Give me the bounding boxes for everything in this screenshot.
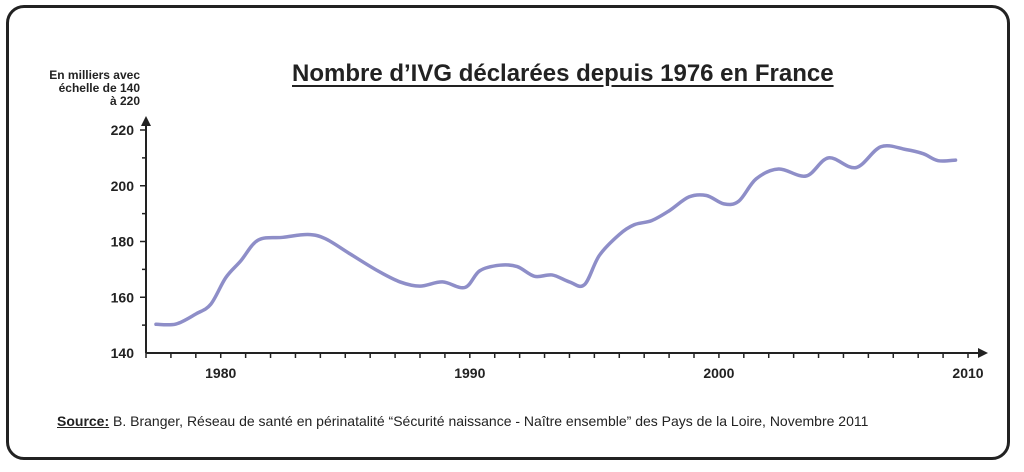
x-tick-label: 2010 <box>952 365 983 381</box>
chart-frame <box>6 5 1010 460</box>
series-line <box>154 143 958 327</box>
chart-title: Nombre d’IVG déclarées depuis 1976 en Fr… <box>292 60 834 87</box>
series-marks <box>154 143 958 327</box>
y-tick-label: 160 <box>111 289 135 305</box>
x-tick-label: 2000 <box>703 365 734 381</box>
source-text: B. Branger, Réseau de santé en périnatal… <box>109 413 869 429</box>
y-tick-label: 200 <box>111 178 135 194</box>
y-unit-line-2: échelle de 140 <box>58 81 140 95</box>
y-unit-line-3: à 220 <box>109 94 140 108</box>
source-note: Source: B. Branger, Réseau de santé en p… <box>57 413 868 429</box>
x-tick-label: 1980 <box>205 365 236 381</box>
x-tick-label: 1990 <box>454 365 485 381</box>
source-label: Source: <box>57 413 110 429</box>
y-tick-label: 220 <box>111 122 135 138</box>
y-axis-arrow <box>141 116 151 126</box>
x-axis-arrow <box>978 348 988 358</box>
y-tick-label: 140 <box>111 345 135 361</box>
y-tick-label: 180 <box>111 234 135 250</box>
axes: 1980 1990 2000 2010 140 160 180 200 220 <box>111 116 988 381</box>
y-unit-line-1: En milliers avec <box>49 68 140 82</box>
y-axis-unit-label: En milliers avec échelle de 140 à 220 <box>49 69 140 108</box>
